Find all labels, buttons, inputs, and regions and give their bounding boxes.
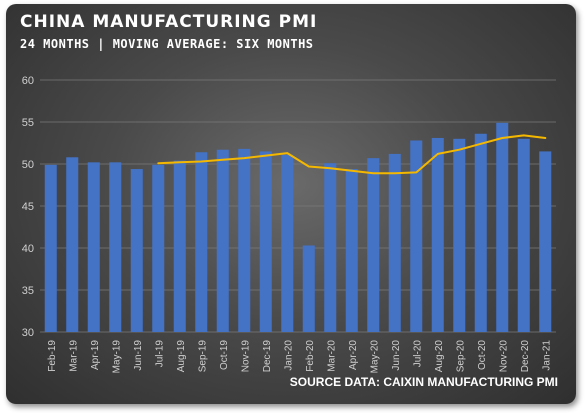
bar-Nov-19 bbox=[238, 148, 251, 332]
bar-Aug-20 bbox=[431, 137, 444, 332]
bar-Aug-19 bbox=[173, 160, 186, 332]
x-tick-label-Aug-20: Aug-20 bbox=[434, 340, 445, 373]
x-tick-label-Sep-19: Sep-19 bbox=[197, 340, 208, 373]
y-tick-label-40: 40 bbox=[22, 243, 34, 255]
y-tick-label-60: 60 bbox=[22, 75, 34, 87]
x-tick-label-Jan-21: Jan-21 bbox=[541, 340, 552, 371]
x-tick-label-Apr-19: Apr-19 bbox=[90, 340, 101, 370]
x-tick-label-Jun-20: Jun-20 bbox=[391, 340, 402, 371]
x-tick-label-Mar-19: Mar-19 bbox=[68, 340, 79, 372]
x-tick-label-Apr-20: Apr-20 bbox=[348, 340, 359, 370]
y-tick-label-45: 45 bbox=[22, 201, 34, 213]
bar-May-20 bbox=[367, 158, 380, 332]
bar-Jun-19 bbox=[130, 169, 143, 332]
x-tick-label-Oct-20: Oct-20 bbox=[477, 340, 488, 370]
bar-Jun-20 bbox=[388, 153, 401, 332]
chart-card: CHINA MANUFACTURING PMI 24 MONTHS | MOVI… bbox=[6, 4, 576, 404]
bar-Nov-20 bbox=[496, 122, 509, 332]
bar-Feb-19 bbox=[44, 164, 57, 332]
bar-Oct-20 bbox=[474, 133, 487, 332]
chart-subtitle: 24 MONTHS | MOVING AVERAGE: SIX MONTHS bbox=[20, 37, 314, 51]
bar-Apr-20 bbox=[345, 169, 358, 332]
x-tick-label-Oct-19: Oct-19 bbox=[219, 340, 230, 370]
x-tick-label-Feb-20: Feb-20 bbox=[305, 340, 316, 372]
y-tick-label-30: 30 bbox=[22, 327, 34, 339]
x-tick-label-Dec-19: Dec-19 bbox=[262, 340, 273, 373]
x-tick-label-Jun-19: Jun-19 bbox=[133, 340, 144, 371]
bar-Sep-19 bbox=[195, 152, 208, 332]
bar-Jan-21 bbox=[539, 151, 552, 332]
bar-Apr-19 bbox=[87, 162, 100, 332]
bar-Mar-20 bbox=[324, 163, 337, 332]
bar-May-19 bbox=[109, 162, 122, 332]
x-tick-label-May-20: May-20 bbox=[369, 340, 380, 374]
source-note: SOURCE DATA: CAIXIN MANUFACTURING PMI bbox=[289, 375, 558, 389]
x-tick-label-Aug-19: Aug-19 bbox=[176, 340, 187, 373]
x-tick-label-Mar-20: Mar-20 bbox=[326, 340, 337, 372]
bar-Feb-20 bbox=[302, 245, 315, 332]
bar-Dec-20 bbox=[517, 138, 530, 332]
y-tick-label-35: 35 bbox=[22, 285, 34, 297]
x-tick-label-Jan-20: Jan-20 bbox=[283, 340, 294, 371]
x-tick-label-Nov-19: Nov-19 bbox=[240, 340, 251, 373]
y-tick-label-55: 55 bbox=[22, 117, 34, 129]
x-tick-label-Sep-20: Sep-20 bbox=[455, 340, 466, 373]
x-tick-label-Jul-20: Jul-20 bbox=[412, 340, 423, 368]
bar-Jan-20 bbox=[281, 154, 294, 332]
x-tick-label-Nov-20: Nov-20 bbox=[498, 340, 509, 373]
bar-Dec-19 bbox=[259, 151, 272, 332]
x-tick-label-Jul-19: Jul-19 bbox=[154, 340, 165, 368]
moving-average-line bbox=[157, 134, 547, 175]
bar-Mar-19 bbox=[66, 157, 79, 332]
y-tick-label-50: 50 bbox=[22, 159, 34, 171]
bar-Sep-20 bbox=[453, 138, 466, 332]
bar-Jul-19 bbox=[152, 164, 165, 332]
bar-Jul-20 bbox=[410, 140, 423, 332]
x-tick-label-Feb-19: Feb-19 bbox=[47, 340, 58, 372]
chart-title: CHINA MANUFACTURING PMI bbox=[20, 12, 318, 32]
x-tick-label-Dec-20: Dec-20 bbox=[520, 340, 531, 373]
x-tick-label-May-19: May-19 bbox=[111, 340, 122, 374]
pmi-chart: 30 35 40 45 50 55 60 Feb-19 Mar-19 Apr-19 May-19 Ju… bbox=[22, 75, 556, 374]
bar-Oct-19 bbox=[216, 149, 229, 332]
